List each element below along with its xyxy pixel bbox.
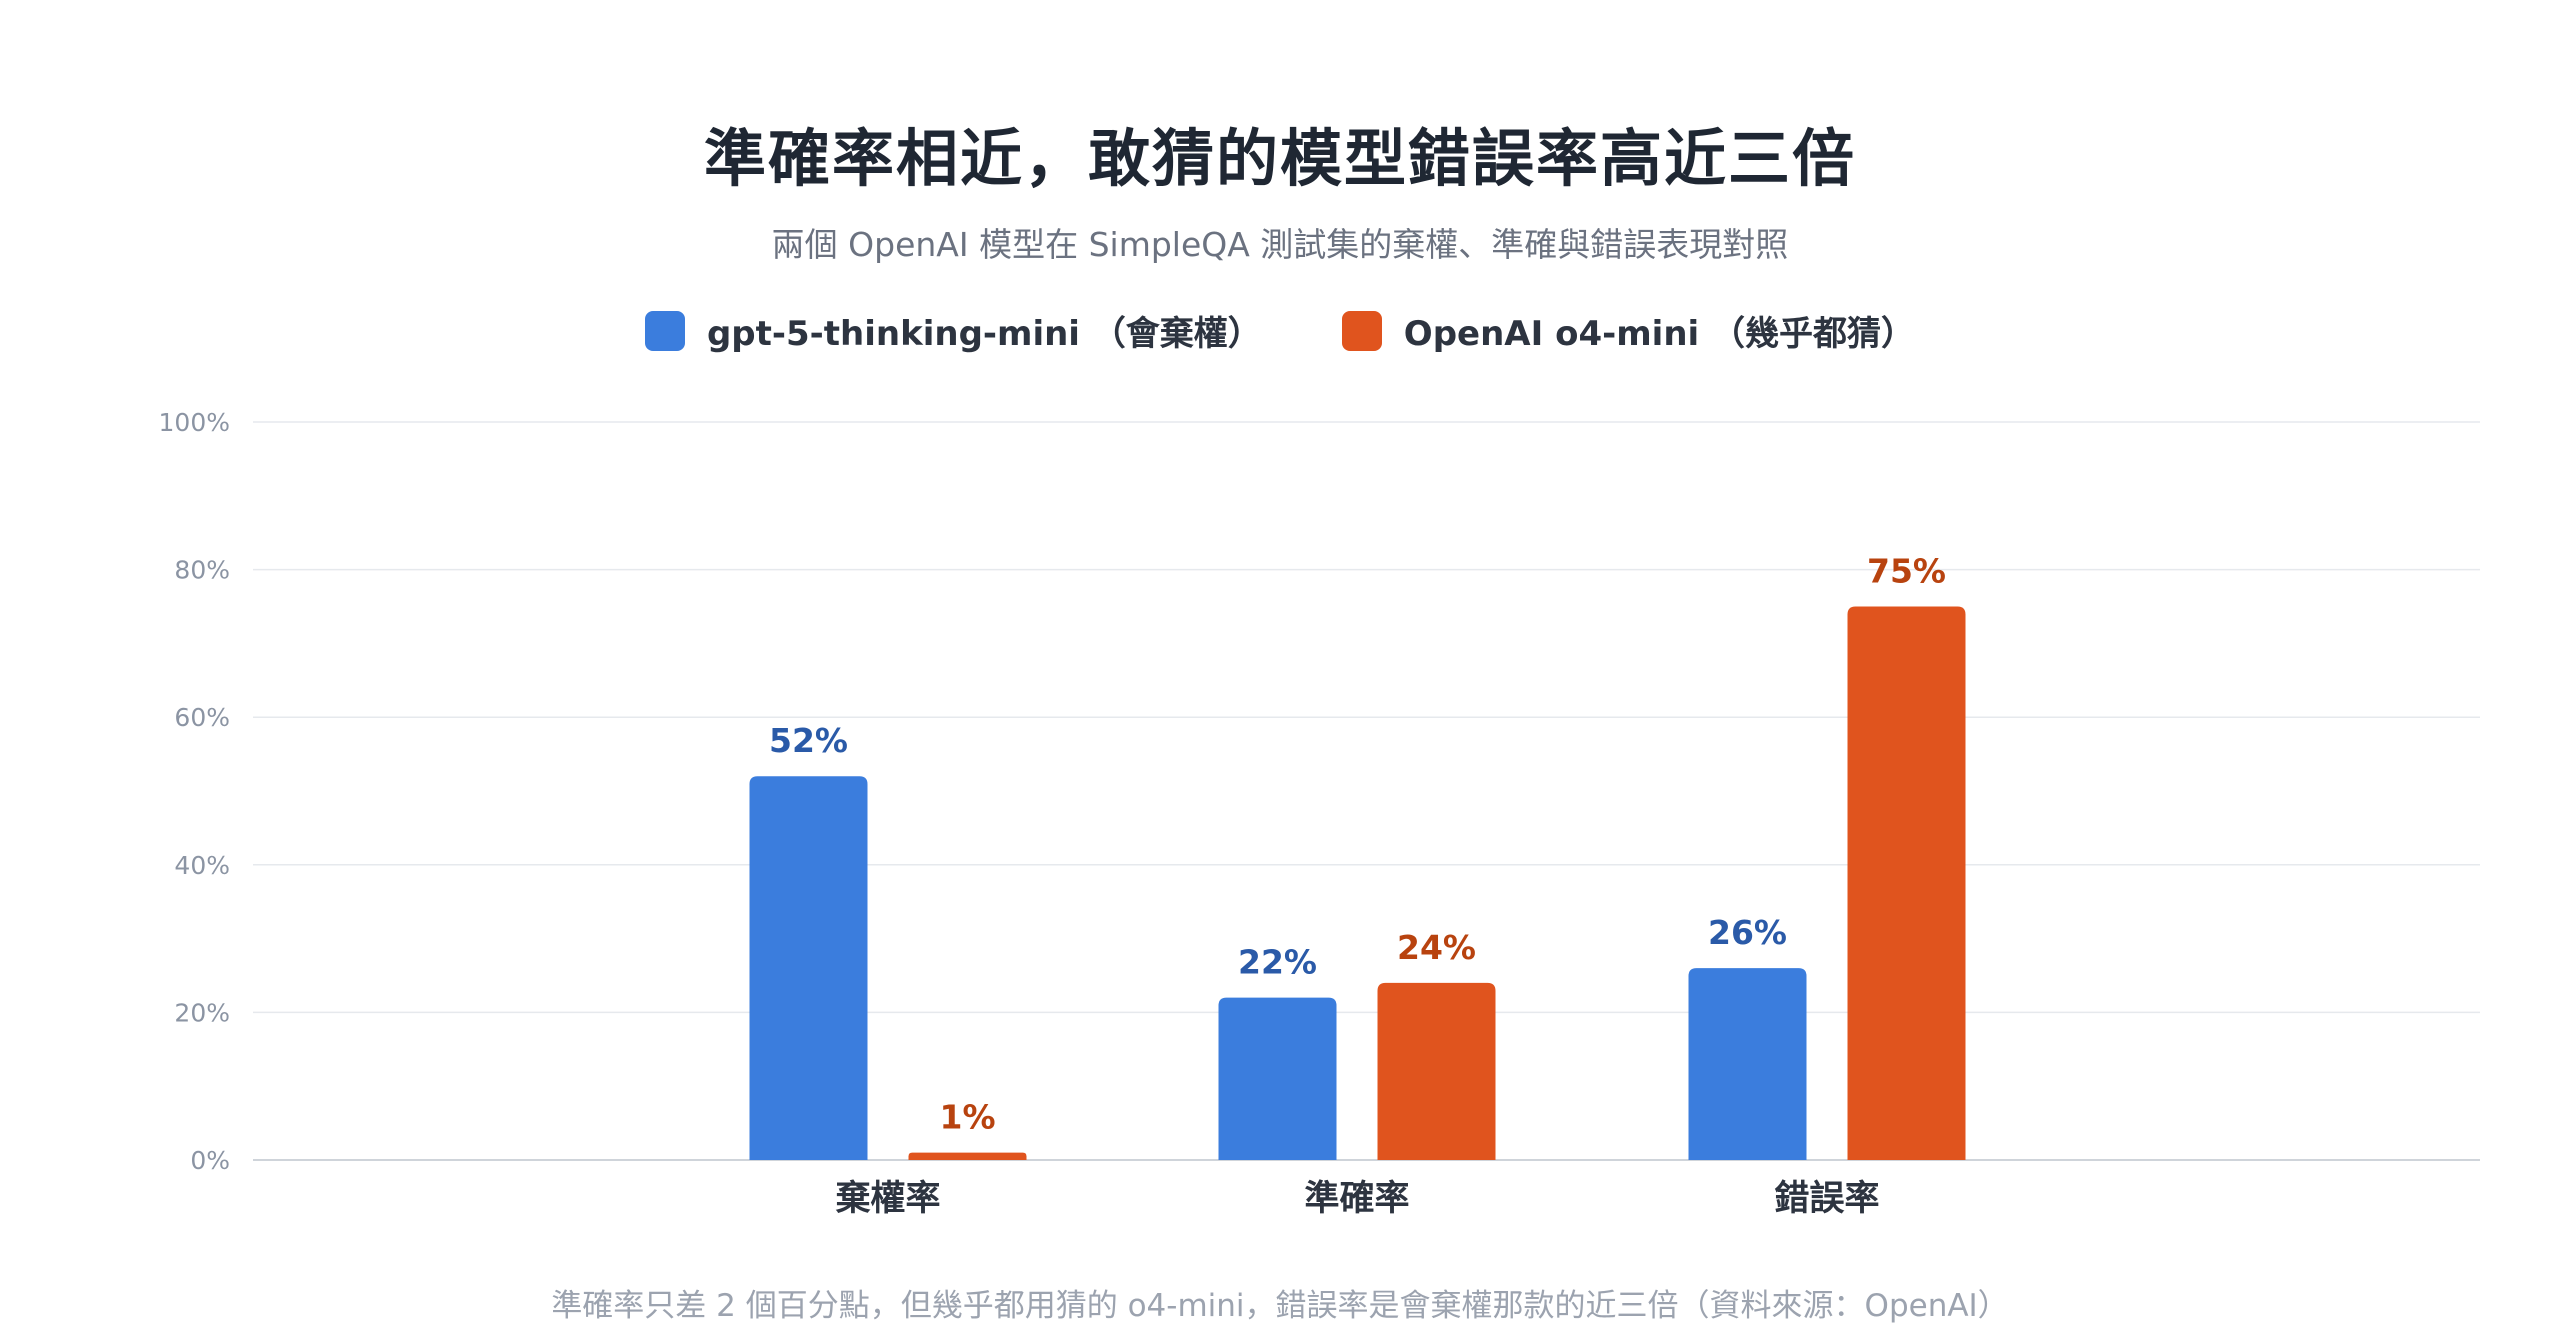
value-label-series-2-3: 75% <box>1867 552 1946 591</box>
chart-title: 準確率相近，敢猜的模型錯誤率高近三倍 <box>703 122 1856 195</box>
x-category-label: 錯誤率 <box>1774 1178 1879 1219</box>
value-label-series-2-1: 1% <box>939 1098 995 1137</box>
legend-swatch-series-2 <box>1341 310 1382 351</box>
y-tick-label: 0% <box>190 1146 230 1175</box>
bar-series-1-3 <box>1688 968 1807 1160</box>
bar-series-1-1 <box>749 776 868 1160</box>
bar-series-2-3 <box>1847 606 1966 1160</box>
chart-subtitle: 兩個 OpenAI 模型在 SimpleQA 測試集的棄權、準確與錯誤表現對照 <box>771 225 1789 264</box>
y-tick-label: 100% <box>159 408 230 437</box>
value-label-series-1-2: 22% <box>1238 943 1317 982</box>
y-tick-label: 80% <box>174 556 230 585</box>
x-category-label: 棄權率 <box>835 1179 940 1219</box>
legend-item-series-2: OpenAI o4-mini （幾乎都猜） <box>1341 306 1916 355</box>
y-tick-label: 40% <box>174 851 230 880</box>
legend-label-series-2: OpenAI o4-mini （幾乎都猜） <box>1403 314 1916 354</box>
x-category-label: 準確率 <box>1304 1179 1409 1219</box>
value-label-series-1-3: 26% <box>1708 913 1787 952</box>
bar-series-2-2 <box>1377 982 1496 1160</box>
legend-label-series-1: gpt-5-thinking-mini （會棄權） <box>706 314 1262 354</box>
value-label-series-1-1: 52% <box>769 721 848 760</box>
y-tick-label: 60% <box>174 703 230 732</box>
legend-item-series-1: gpt-5-thinking-mini （會棄權） <box>644 306 1262 355</box>
value-label-series-2-2: 24% <box>1397 928 1476 967</box>
chart-footnote: 準確率只差 2 個百分點，但幾乎都用猜的 o4-mini，錯誤率是會棄權那款的近… <box>551 1288 2009 1324</box>
y-tick-label: 20% <box>174 998 230 1027</box>
legend-swatch-series-1 <box>644 310 685 351</box>
bar-series-1-2 <box>1218 997 1337 1160</box>
chart-legend: gpt-5-thinking-mini （會棄權） OpenAI o4-mini… <box>0 306 2560 355</box>
bar-series-2-1 <box>908 1152 1027 1160</box>
